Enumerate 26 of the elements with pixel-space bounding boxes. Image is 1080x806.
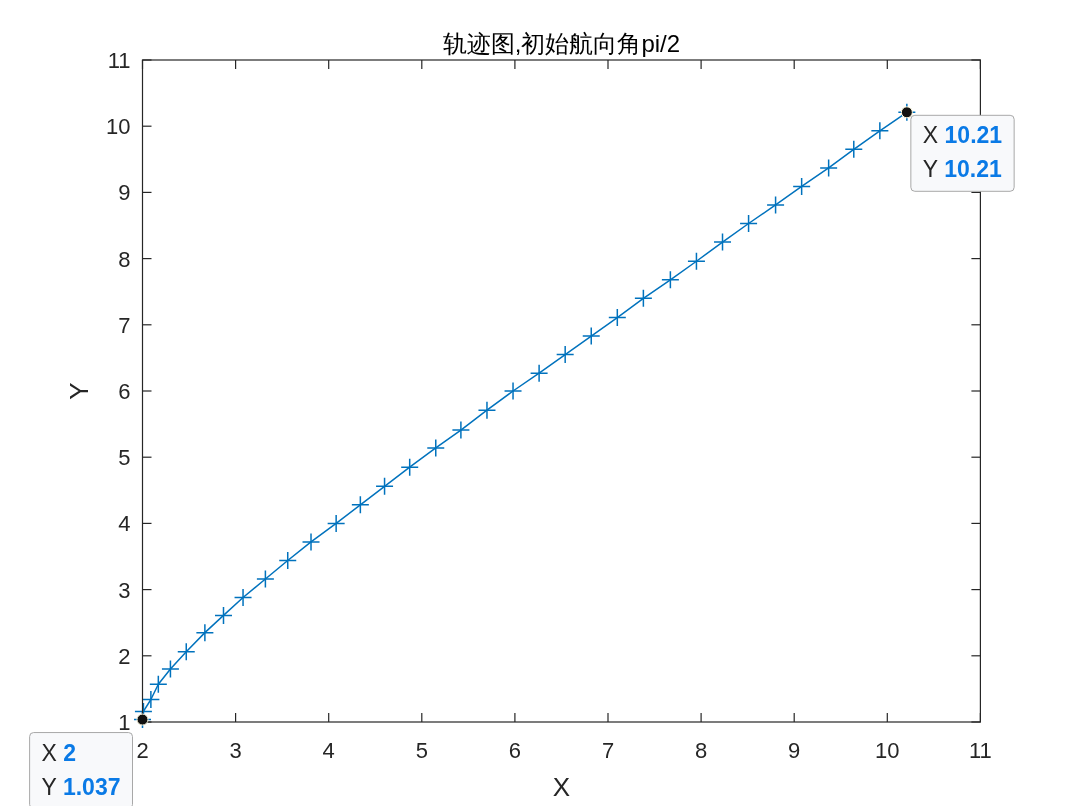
annotation: X 2 Y 1.037 xyxy=(41,739,121,800)
y-tick-label: 9 xyxy=(118,180,131,206)
annotation: X 10.21 Y 10.21 xyxy=(922,122,1003,183)
x-axis-title: X xyxy=(552,772,571,802)
y-tick-label: 10 xyxy=(106,114,131,140)
y-tick-label: 5 xyxy=(118,445,131,471)
x-tick-label: 4 xyxy=(322,738,335,763)
y-tick-label: 3 xyxy=(118,577,131,603)
chart-title: 轨迹图,初始航向角pi/2 xyxy=(442,30,681,57)
x-tick-label: 10 xyxy=(875,738,900,763)
x-tick-label: 3 xyxy=(229,738,242,763)
x-tick-label: 7 xyxy=(601,738,615,763)
y-tick-label: 8 xyxy=(118,246,131,272)
y-tick-label: 11 xyxy=(107,48,131,73)
x-tick-label: 11 xyxy=(968,738,992,763)
x-tick-label: 9 xyxy=(788,738,801,763)
y-axis-title: Y xyxy=(64,382,94,400)
y-tick-label: 6 xyxy=(118,379,131,404)
x-tick-label: 6 xyxy=(508,738,522,763)
x-tick-label: 8 xyxy=(694,738,708,763)
y-tick-label: 1 xyxy=(118,710,131,735)
y-tick-label: 2 xyxy=(118,643,131,669)
x-tick-label: 2 xyxy=(136,738,149,763)
y-tick-label: 4 xyxy=(118,511,131,537)
x-tick-label: 5 xyxy=(415,738,428,763)
y-tick-label: 7 xyxy=(118,312,131,338)
